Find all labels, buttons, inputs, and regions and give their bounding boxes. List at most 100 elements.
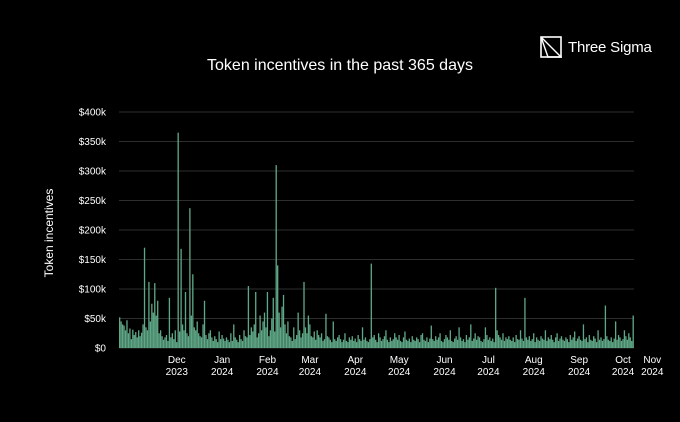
bar bbox=[225, 337, 228, 348]
bar bbox=[446, 337, 449, 348]
bar bbox=[503, 340, 506, 348]
bar bbox=[426, 337, 428, 348]
bar bbox=[495, 287, 497, 348]
bar bbox=[525, 337, 528, 348]
x-tick-year: 2024 bbox=[388, 367, 411, 378]
bar bbox=[559, 338, 561, 348]
bar bbox=[192, 274, 194, 348]
bar bbox=[557, 340, 560, 348]
bar bbox=[123, 325, 125, 348]
bars bbox=[119, 132, 634, 348]
bar bbox=[293, 327, 295, 348]
bar bbox=[313, 331, 315, 348]
bar bbox=[436, 339, 438, 348]
bar bbox=[237, 342, 239, 348]
bar bbox=[497, 335, 500, 348]
bar bbox=[433, 340, 435, 348]
x-tick-year: 2024 bbox=[211, 367, 234, 378]
bar bbox=[297, 312, 299, 348]
bar bbox=[588, 335, 590, 348]
bar bbox=[140, 332, 143, 348]
bar bbox=[543, 339, 545, 348]
y-tick-label: $350k bbox=[79, 137, 107, 148]
bar bbox=[565, 337, 567, 348]
y-tick-label: $100k bbox=[79, 285, 107, 296]
bar bbox=[569, 335, 571, 348]
bar bbox=[524, 297, 526, 348]
bar bbox=[591, 340, 593, 348]
bar bbox=[233, 324, 235, 348]
bar bbox=[538, 340, 541, 348]
x-tick-month: Apr bbox=[348, 355, 364, 366]
bar bbox=[184, 291, 187, 348]
bar bbox=[127, 333, 130, 348]
bar bbox=[331, 342, 333, 348]
bar bbox=[443, 339, 446, 348]
bar bbox=[244, 336, 247, 348]
bar bbox=[398, 335, 400, 348]
bar bbox=[418, 342, 421, 348]
bar bbox=[552, 339, 554, 348]
bar bbox=[568, 342, 570, 348]
bar bbox=[541, 338, 544, 348]
bar bbox=[534, 342, 536, 348]
bar bbox=[439, 333, 441, 348]
bar bbox=[329, 339, 331, 348]
bar bbox=[396, 339, 399, 348]
bar bbox=[385, 330, 387, 348]
bar bbox=[487, 339, 490, 348]
bar bbox=[372, 337, 374, 348]
bar bbox=[304, 327, 307, 348]
bar bbox=[209, 330, 212, 348]
bar bbox=[138, 330, 140, 348]
bar bbox=[278, 312, 280, 348]
bar bbox=[511, 340, 513, 348]
bar bbox=[572, 337, 574, 348]
bar bbox=[139, 336, 141, 348]
bar bbox=[423, 339, 425, 348]
bar bbox=[606, 336, 608, 348]
bar bbox=[490, 340, 492, 348]
bar bbox=[171, 333, 173, 348]
bar bbox=[566, 339, 569, 348]
brand-name: Three Sigma bbox=[568, 38, 652, 56]
bar bbox=[265, 327, 267, 348]
bar bbox=[613, 338, 615, 348]
bar bbox=[493, 342, 495, 348]
bar bbox=[631, 340, 633, 348]
bar bbox=[424, 340, 427, 348]
bar bbox=[291, 340, 293, 348]
bar bbox=[416, 337, 418, 348]
bar bbox=[486, 335, 488, 348]
bar bbox=[477, 336, 479, 348]
x-tick-year: 2024 bbox=[433, 367, 456, 378]
bar bbox=[165, 335, 168, 348]
bar bbox=[345, 340, 348, 348]
bar bbox=[120, 321, 122, 348]
bar bbox=[500, 339, 503, 348]
bar bbox=[328, 337, 330, 348]
bar bbox=[221, 335, 223, 348]
bar bbox=[451, 340, 453, 348]
bar bbox=[420, 335, 422, 348]
bar bbox=[432, 339, 434, 348]
bar bbox=[455, 336, 457, 348]
bar bbox=[260, 330, 263, 348]
bar bbox=[334, 339, 336, 348]
bar bbox=[518, 339, 520, 348]
bar bbox=[604, 305, 607, 348]
bar bbox=[218, 331, 220, 348]
bar bbox=[413, 339, 415, 348]
bar bbox=[274, 331, 276, 348]
bar bbox=[617, 335, 620, 348]
bar bbox=[554, 337, 557, 348]
x-tick-year: 2024 bbox=[477, 367, 500, 378]
bar bbox=[177, 132, 179, 348]
x-tick-month: Jan bbox=[214, 355, 230, 366]
bar bbox=[259, 315, 261, 348]
bar bbox=[338, 335, 340, 348]
bar bbox=[281, 306, 283, 348]
bar bbox=[148, 281, 150, 348]
bar bbox=[581, 340, 583, 348]
